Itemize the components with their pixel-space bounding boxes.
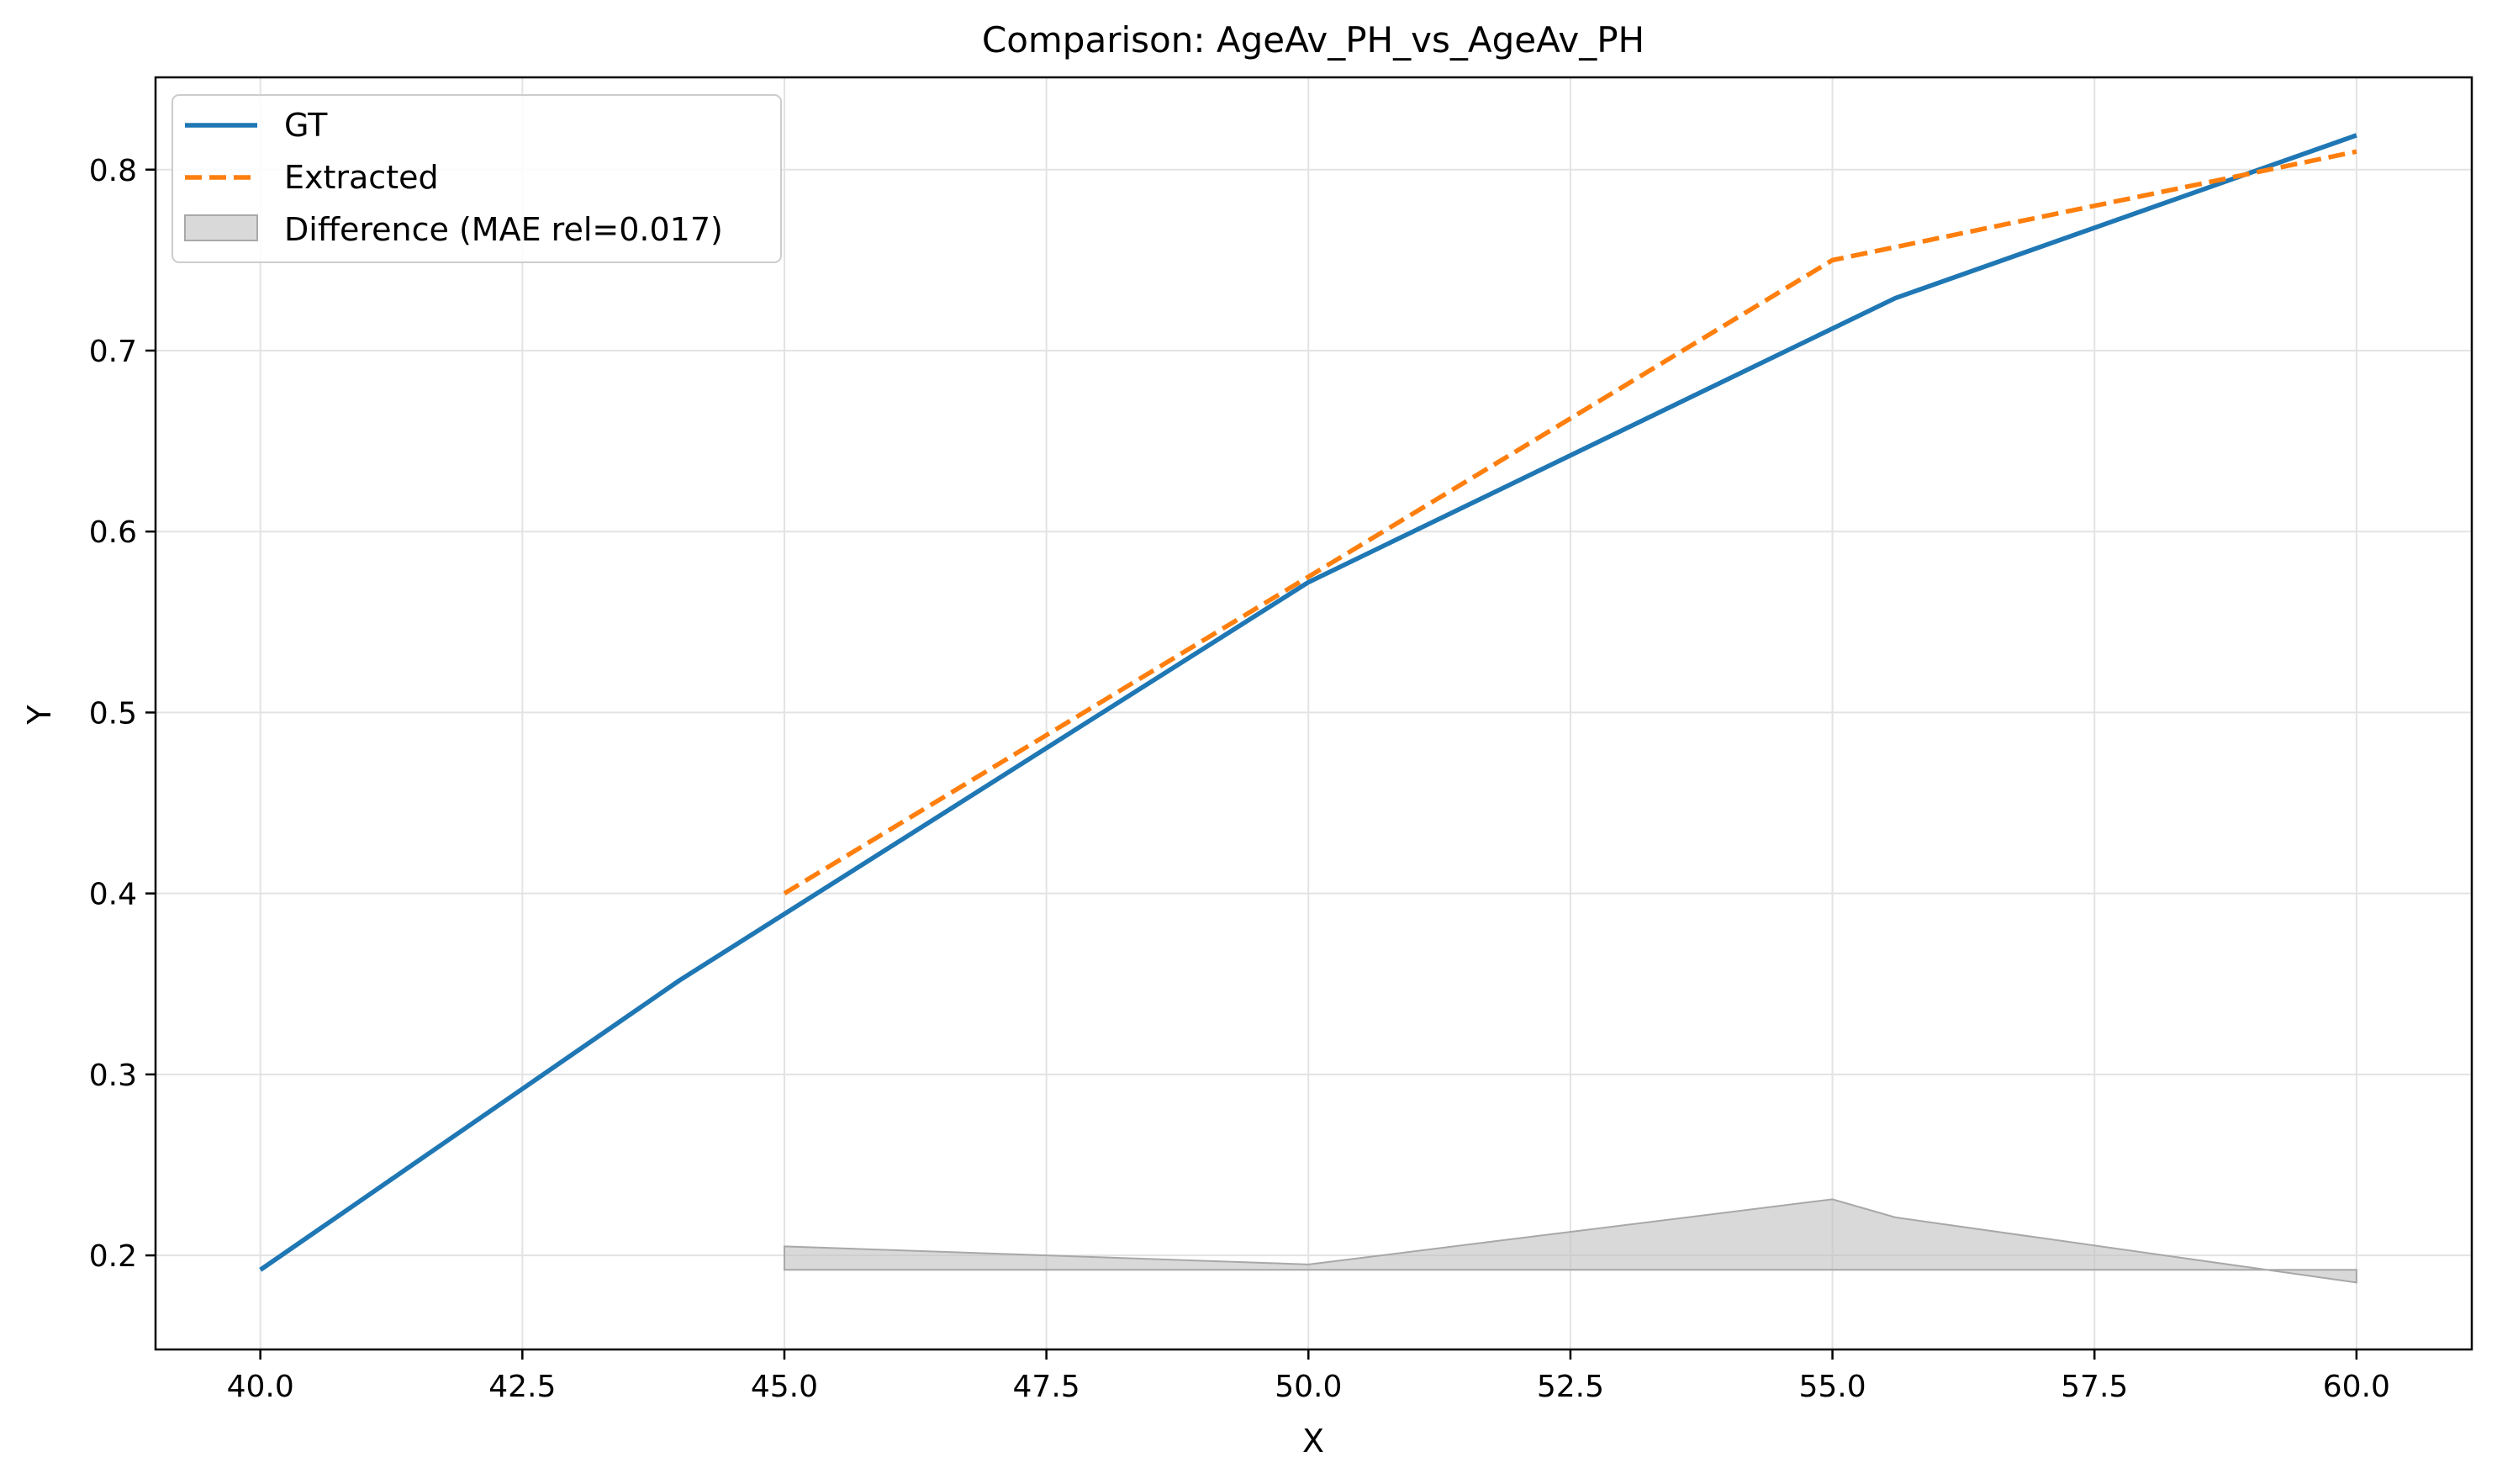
x-axis-ticks: 40.0 42.5 45.0 47.5 50.0 52.5 55.0 57.5 60.0 [227,1349,2390,1404]
x-axis-label: X [1302,1423,1324,1460]
y-tick-label: 0.4 [89,878,137,912]
x-tick-label: 52.5 [1537,1370,1604,1404]
x-tick-label: 40.0 [227,1370,294,1404]
x-tick-label: 45.0 [751,1370,818,1404]
series-layer [259,133,2357,1272]
legend-difference-label: Difference (MAE rel=0.017) [284,211,723,248]
x-tick-label: 47.5 [1013,1370,1080,1404]
legend-box [172,94,782,263]
legend-extracted-label: Extracted [284,159,439,196]
y-tick-label: 0.8 [89,154,137,188]
x-tick-label: 42.5 [488,1370,556,1404]
x-tick-label: 57.5 [2061,1370,2128,1404]
series-line-extracted [783,149,2357,895]
x-tick-label: 60.0 [2323,1370,2390,1404]
y-axis-label: Y [21,705,58,726]
y-tick-label: 0.7 [89,335,137,369]
difference-area [783,1198,2357,1284]
series-line-gt [259,133,2357,1272]
y-tick-label: 0.2 [89,1239,137,1274]
legend-difference-swatch [184,214,258,241]
legend-gt-label: GT [284,107,328,144]
x-tick-label: 50.0 [1275,1370,1342,1404]
x-tick-label: 55.0 [1798,1370,1866,1404]
y-tick-label: 0.3 [89,1059,137,1093]
legend: GT Extracted Difference (MAE rel=0.017) [172,94,782,263]
y-axis-ticks: 0.2 0.3 0.4 0.5 0.6 0.7 0.8 [89,154,156,1274]
y-tick-label: 0.6 [89,515,137,550]
difference-area-layer [783,1198,2357,1284]
chart-title: Comparison: AgeAv_PH_vs_AgeAv_PH [982,19,1644,61]
y-tick-label: 0.5 [89,696,137,731]
